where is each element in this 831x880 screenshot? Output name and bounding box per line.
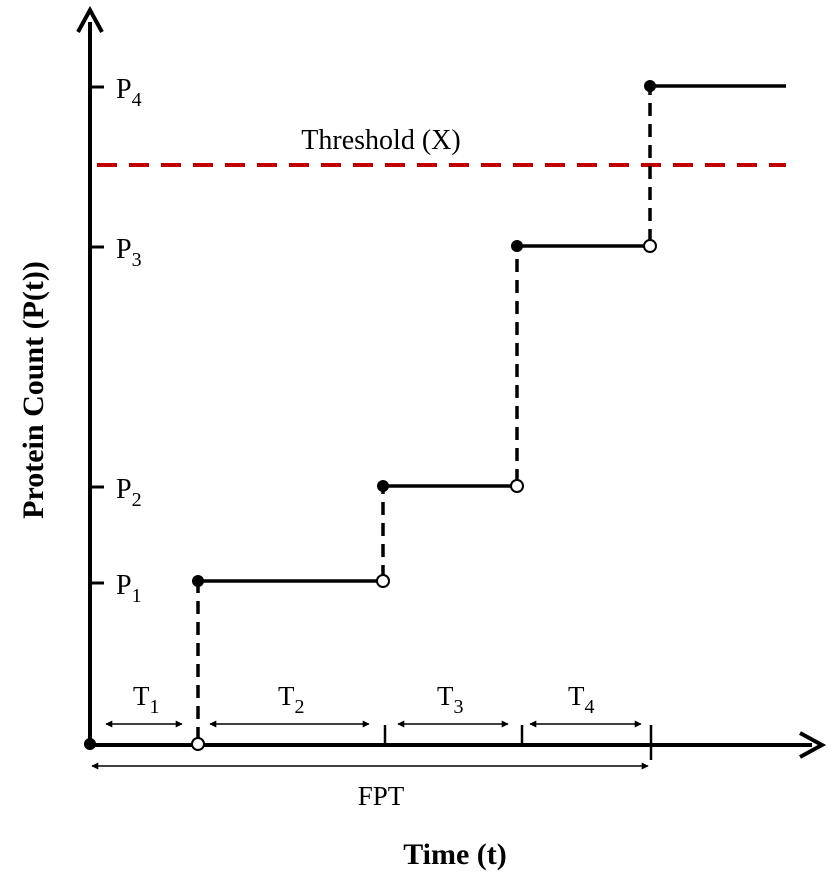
interval-arrows [91, 720, 649, 770]
jump-1-filled-point [192, 575, 204, 587]
axes [76, 5, 827, 760]
interval-label-t4: T4 [568, 681, 595, 718]
y-axis-arrowhead [76, 5, 104, 33]
interval-label-t1: T1 [133, 681, 160, 718]
level-label-p2: P2 [116, 474, 142, 511]
jump-1-open-point [191, 737, 205, 751]
jump-2-filled-point [377, 480, 389, 492]
jump-3-open-point [510, 479, 524, 493]
interval-label-t3: T3 [437, 681, 464, 718]
start-point-filled [84, 738, 96, 750]
interval-label-t2: T2 [278, 681, 305, 718]
level-label-p3: P3 [116, 234, 142, 271]
x-axis-arrowhead [799, 731, 827, 759]
jump-4-open-point [643, 239, 657, 253]
threshold-label: Threshold (X) [301, 125, 460, 156]
jump-3-filled-point [511, 240, 523, 252]
interval-label-fpt: FPT [358, 781, 405, 811]
level-label-p1: P1 [116, 570, 142, 607]
level-label-p4: P4 [116, 74, 142, 111]
x-axis-title: Time (t) [403, 838, 507, 871]
y-axis-title: Protein Count (P(t)) [17, 261, 50, 519]
step-function [84, 80, 786, 751]
jump-2-open-point [376, 574, 390, 588]
jump-4-filled-point [644, 80, 656, 92]
